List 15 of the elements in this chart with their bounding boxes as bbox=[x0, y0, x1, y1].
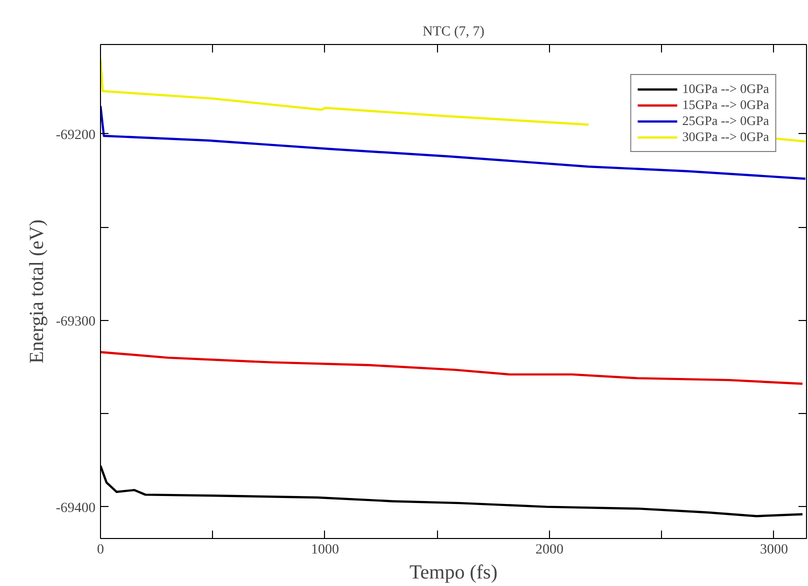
y-axis-title: Energia total (eV) bbox=[26, 219, 48, 364]
x-tick-label: 3000 bbox=[760, 542, 788, 558]
legend-label: 30GPa --> 0GPa bbox=[682, 129, 769, 145]
chart-title: NTC (7, 7) bbox=[422, 24, 485, 40]
y-tick-label: -69400 bbox=[56, 500, 96, 516]
legend-label: 15GPa --> 0GPa bbox=[682, 97, 769, 113]
x-axis-title: Tempo (fs) bbox=[409, 562, 498, 584]
y-tick-label: -69300 bbox=[56, 314, 96, 330]
x-tick-label: 2000 bbox=[535, 542, 564, 558]
y-tick-label: -69200 bbox=[56, 128, 96, 143]
x-tick-label: 1000 bbox=[310, 542, 339, 558]
x-tick-label: 0 bbox=[97, 542, 104, 558]
line-series bbox=[100, 350, 804, 385]
legend-label: 10GPa --> 0GPa bbox=[682, 81, 769, 97]
legend-label: 25GPa --> 0GPa bbox=[682, 113, 769, 129]
